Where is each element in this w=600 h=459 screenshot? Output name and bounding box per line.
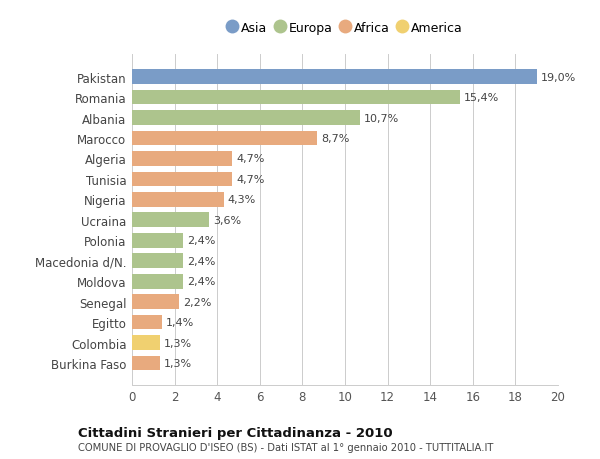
Text: 2,4%: 2,4% [187,256,216,266]
Bar [132,254,183,269]
Text: Cittadini Stranieri per Cittadinanza - 2010: Cittadini Stranieri per Cittadinanza - 2… [78,426,392,439]
Bar [132,356,160,370]
Text: 2,4%: 2,4% [187,236,216,246]
Bar [132,336,160,350]
Text: 10,7%: 10,7% [364,113,400,123]
Text: COMUNE DI PROVAGLIO D'ISEO (BS) - Dati ISTAT al 1° gennaio 2010 - TUTTITALIA.IT: COMUNE DI PROVAGLIO D'ISEO (BS) - Dati I… [78,442,493,452]
Text: 4,7%: 4,7% [236,154,265,164]
Text: 19,0%: 19,0% [541,73,576,83]
Bar [132,193,224,207]
Bar [132,90,460,105]
Text: 4,7%: 4,7% [236,174,265,185]
Text: 1,3%: 1,3% [164,358,192,368]
Bar [132,295,179,309]
Text: 3,6%: 3,6% [213,215,241,225]
Bar [132,233,183,248]
Bar [132,172,232,187]
Text: 4,3%: 4,3% [228,195,256,205]
Bar [132,315,162,330]
Text: 2,2%: 2,2% [183,297,211,307]
Text: 2,4%: 2,4% [187,277,216,286]
Legend: Asia, Europa, Africa, America: Asia, Europa, Africa, America [224,18,466,39]
Text: 8,7%: 8,7% [322,134,350,144]
Bar [132,111,360,126]
Text: 15,4%: 15,4% [464,93,500,103]
Bar [132,152,232,167]
Text: 1,4%: 1,4% [166,317,194,327]
Bar [132,70,537,85]
Bar [132,131,317,146]
Text: 1,3%: 1,3% [164,338,192,348]
Bar [132,213,209,228]
Bar [132,274,183,289]
